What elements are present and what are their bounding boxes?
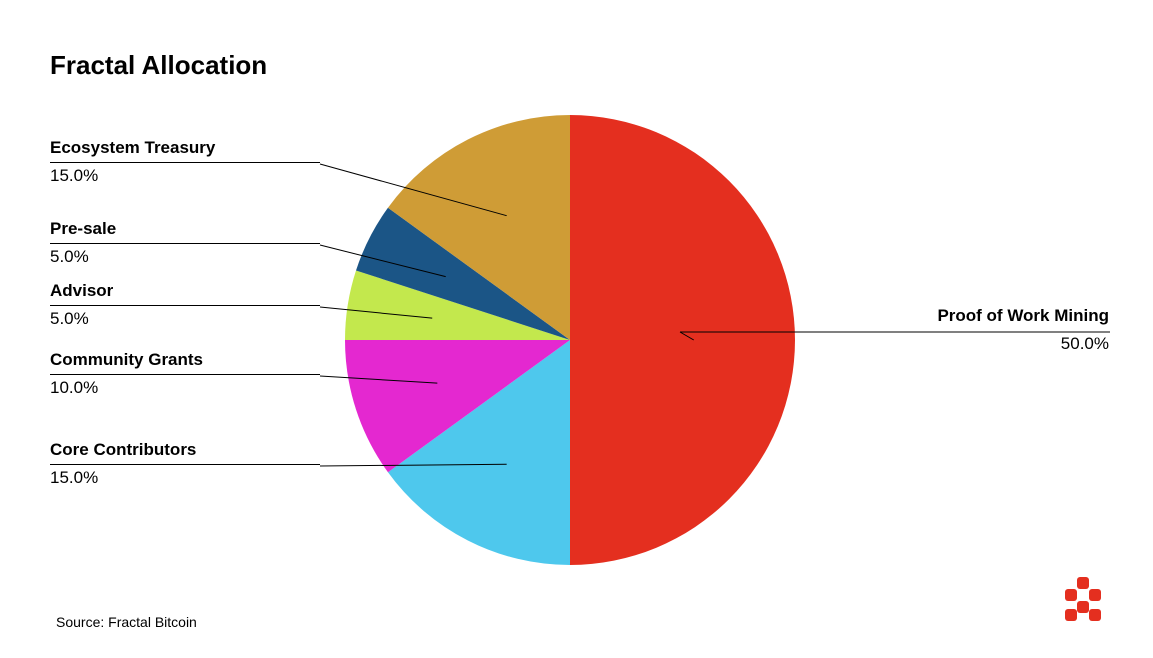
slice-label: Ecosystem Treasury: [50, 138, 320, 162]
slice-label: Community Grants: [50, 350, 320, 374]
slice-value: 50.0%: [937, 330, 1109, 354]
label-block: Advisor5.0%: [50, 281, 320, 306]
slice-value: 5.0%: [50, 305, 89, 329]
slice-label: Advisor: [50, 281, 320, 305]
slice-label: Proof of Work Mining: [937, 306, 1109, 330]
slice-value: 5.0%: [50, 243, 89, 267]
slice-label: Core Contributors: [50, 440, 320, 464]
label-block: Ecosystem Treasury15.0%: [50, 138, 320, 163]
brand-logo-icon: [1055, 575, 1113, 630]
right-label-group: Proof of Work Mining 50.0%: [937, 306, 1109, 354]
chart-container: Fractal Allocation Ecosystem Treasury15.…: [0, 0, 1153, 658]
slice-label: Pre-sale: [50, 219, 320, 243]
slice-value: 15.0%: [50, 162, 98, 186]
label-block: Community Grants10.0%: [50, 350, 320, 375]
pie-slice: [570, 115, 795, 565]
slice-value: 15.0%: [50, 464, 98, 488]
label-block: Core Contributors15.0%: [50, 440, 320, 465]
slice-value: 10.0%: [50, 374, 98, 398]
label-block: Pre-sale5.0%: [50, 219, 320, 244]
source-text: Source: Fractal Bitcoin: [56, 614, 197, 630]
